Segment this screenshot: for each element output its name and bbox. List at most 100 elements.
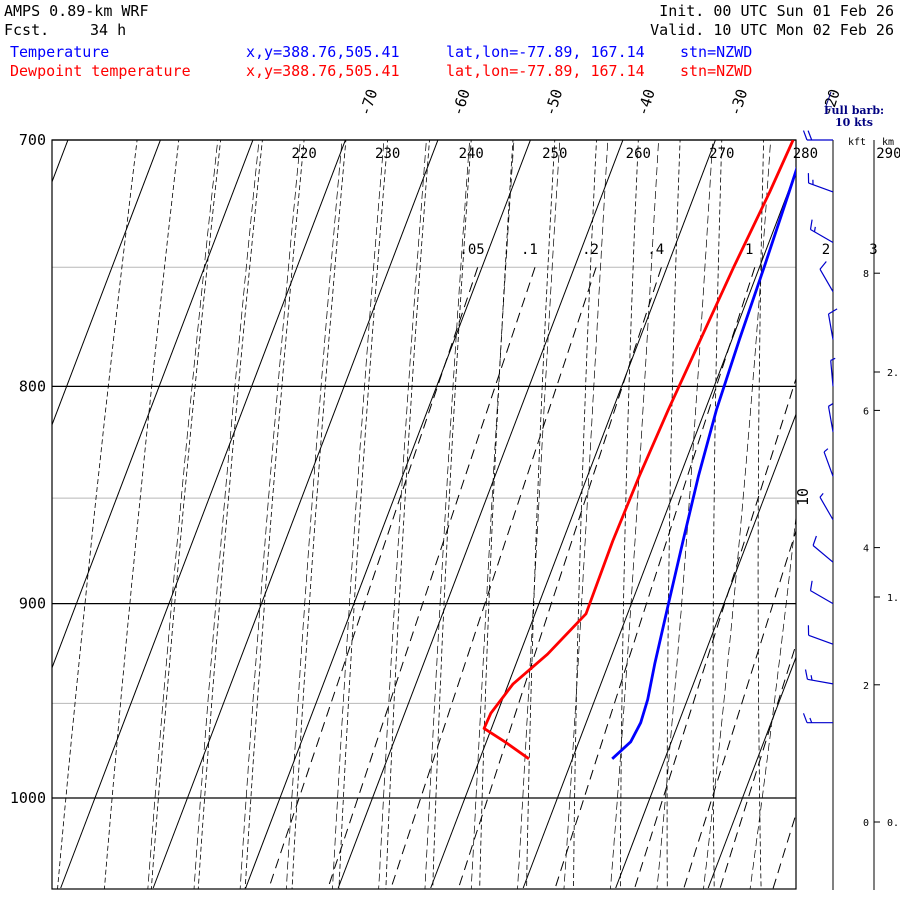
wind-barb-feather <box>819 261 827 270</box>
moist-adiabat-line <box>378 140 427 889</box>
theta-label: 220 <box>291 146 316 162</box>
isotherm-line <box>615 412 796 889</box>
isotherm-group: -70 <box>356 87 381 118</box>
wind-barb-shaft <box>807 678 834 685</box>
pressure-tick-label: 900 <box>19 595 46 613</box>
kft-tick-label: 6 <box>863 406 869 417</box>
isotherm-tick-label: -70 <box>356 87 381 118</box>
wind-barb-half-feather <box>819 493 824 498</box>
barb-legend-sample <box>825 91 832 107</box>
wind-barb-half-feather <box>830 357 836 361</box>
isotherm-line <box>430 140 716 889</box>
wind-barb <box>830 357 836 387</box>
mixing-ratio-line <box>327 267 536 889</box>
isotherm-group: -40 <box>633 87 658 118</box>
wind-barb-feather <box>809 219 813 230</box>
wind-barb <box>807 173 834 193</box>
pressure-tick-label: 700 <box>19 131 46 149</box>
legend-dewpoint-station: stn=NZWD <box>680 62 753 80</box>
wind-barb-half-feather <box>809 717 813 723</box>
mixing-ratio-line <box>719 642 796 889</box>
isotherm-tick-label: -60 <box>448 87 473 118</box>
wind-barb <box>809 580 834 605</box>
wind-barb-shaft <box>823 451 834 477</box>
wind-barb-feather <box>828 308 838 315</box>
mixing-ratio-label: 2 <box>822 242 830 258</box>
mixing-ratio-label: 3 <box>869 242 877 258</box>
legend-dewpoint-label: Dewpoint temperature <box>10 62 191 80</box>
isotherm-line <box>52 140 254 670</box>
kft-tick-label: 4 <box>863 544 869 555</box>
wind-barb-shaft <box>808 634 834 645</box>
forecast-hour: 34 h <box>90 21 127 39</box>
wind-barb-shaft <box>810 590 834 605</box>
isotherm-tick-label: -40 <box>633 87 658 118</box>
moist-adiabat-line <box>563 140 609 889</box>
mixing-ratio-label: 1 <box>745 242 753 258</box>
isotherm-line <box>893 114 900 889</box>
km-tick-label: 1. <box>887 593 899 604</box>
mixing-ratio-line <box>683 529 796 889</box>
moist-adiabat-line <box>332 140 385 889</box>
isotherm-group: -50 <box>541 87 566 118</box>
valid-time: Valid. 10 UTC Mon 02 Feb 26 <box>650 21 894 39</box>
moist-adiabat-line <box>285 140 343 889</box>
moist-adiabat-line <box>147 140 219 889</box>
isotherm-tick-label: -30 <box>726 87 751 118</box>
moist-adiabat-line <box>424 140 471 889</box>
theta-label: 290 <box>876 146 900 162</box>
isotherm-line <box>337 140 624 889</box>
isotherm-side-group: 10 <box>794 488 812 506</box>
axis-labels: 7008009001000-70-60-50-40-30-20-10010220… <box>10 87 900 807</box>
isotherm-line <box>52 140 161 427</box>
isotherm-line <box>707 655 796 889</box>
wind-barb-shaft <box>827 406 834 432</box>
dry-adiabat-line <box>889 114 900 900</box>
wind-barb-half-feather <box>828 403 834 407</box>
moist-adiabat-line <box>656 140 714 889</box>
wind-barb-shaft <box>827 313 834 340</box>
legend-dewpoint-xy: x,y=388.76,505.41 <box>246 62 400 80</box>
isotherm-line <box>522 169 796 889</box>
isotherm-line <box>52 140 69 184</box>
wind-barb-feather <box>802 713 808 723</box>
wind-barb-feather <box>812 535 817 546</box>
dry-adiabat-line <box>479 140 514 889</box>
isotherm-side-label: 10 <box>794 488 812 506</box>
mixing-ratio-line <box>268 267 479 889</box>
moist-adiabat-line <box>517 140 561 889</box>
mixing-ratio-label: .2 <box>582 242 599 258</box>
wind-barb-feather <box>802 130 808 141</box>
wind-barb <box>802 713 834 724</box>
moist-adiabat-line <box>239 140 301 889</box>
moist-adiabat-line <box>470 140 515 889</box>
init-time: Init. 00 UTC Sun 01 Feb 26 <box>659 2 894 20</box>
isotherm-tick-label: -50 <box>541 87 566 118</box>
mixing-ratio-line <box>390 267 597 889</box>
wind-barb <box>809 219 834 244</box>
wind-barb <box>823 448 834 477</box>
isotherm-line <box>801 114 900 889</box>
wind-barb-half-feather <box>813 226 816 232</box>
mixing-ratio-line <box>554 267 756 889</box>
km-tick-label: 2. <box>887 368 899 379</box>
dry-adiabat-line <box>526 140 556 889</box>
model-title: AMPS 0.89-km WRF <box>4 2 149 20</box>
dry-adiabat-line <box>666 140 681 889</box>
mixing-ratio-line <box>457 267 662 889</box>
moist-adiabat-line <box>610 140 659 889</box>
moist-adiabat-line <box>840 108 900 900</box>
series-lines <box>482 140 796 760</box>
pressure-tick-label: 800 <box>19 377 46 395</box>
moist-adiabat-line <box>749 513 796 889</box>
dry-adiabat-line <box>291 140 347 889</box>
theta-label: 270 <box>709 146 734 162</box>
isotherm-line <box>152 140 439 889</box>
kft-tick-label: 8 <box>863 269 869 280</box>
legend-dewpoint-latlon: lat,lon=-77.89, 167.14 <box>446 62 645 80</box>
wind-barb-half-feather <box>810 675 813 681</box>
wind-barb <box>802 130 833 141</box>
dewpoint-profile-line <box>482 140 795 760</box>
wind-barb-feather <box>804 669 808 680</box>
plot-border <box>51 139 797 890</box>
